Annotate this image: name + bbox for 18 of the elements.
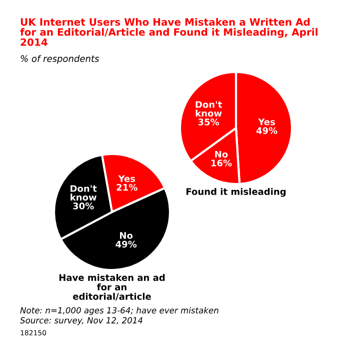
slice-label: No	[215, 150, 228, 158]
slice-label: Don't know	[70, 185, 97, 201]
text: Found it misleading	[186, 188, 286, 197]
chart-title: UK Internet Users Who Have Mistaken a Written Ad for an Editorial/Article and Found it Misleading, April 2014	[20, 18, 318, 46]
text: Note: n=1,000 ages 13-64; have ever mistaken	[20, 307, 218, 316]
data-label: 21%	[116, 184, 138, 191]
source-note: Source: survey, Nov 12, 2014	[20, 317, 142, 326]
chart-subtitle: % of respondents	[20, 55, 100, 64]
text: Have mistaken an ad for an editorial/article	[59, 274, 165, 301]
slice-label: Yes	[258, 118, 275, 126]
slice-label: Don't know	[196, 101, 222, 117]
data-label: 49%	[256, 127, 278, 134]
data-label: 35%	[198, 118, 220, 126]
slice-label: No	[120, 232, 133, 239]
data-label: 49%	[116, 240, 137, 248]
slice-label: Yes	[118, 175, 136, 182]
data-label: 30%	[73, 202, 94, 210]
data-label: 16%	[211, 160, 232, 166]
